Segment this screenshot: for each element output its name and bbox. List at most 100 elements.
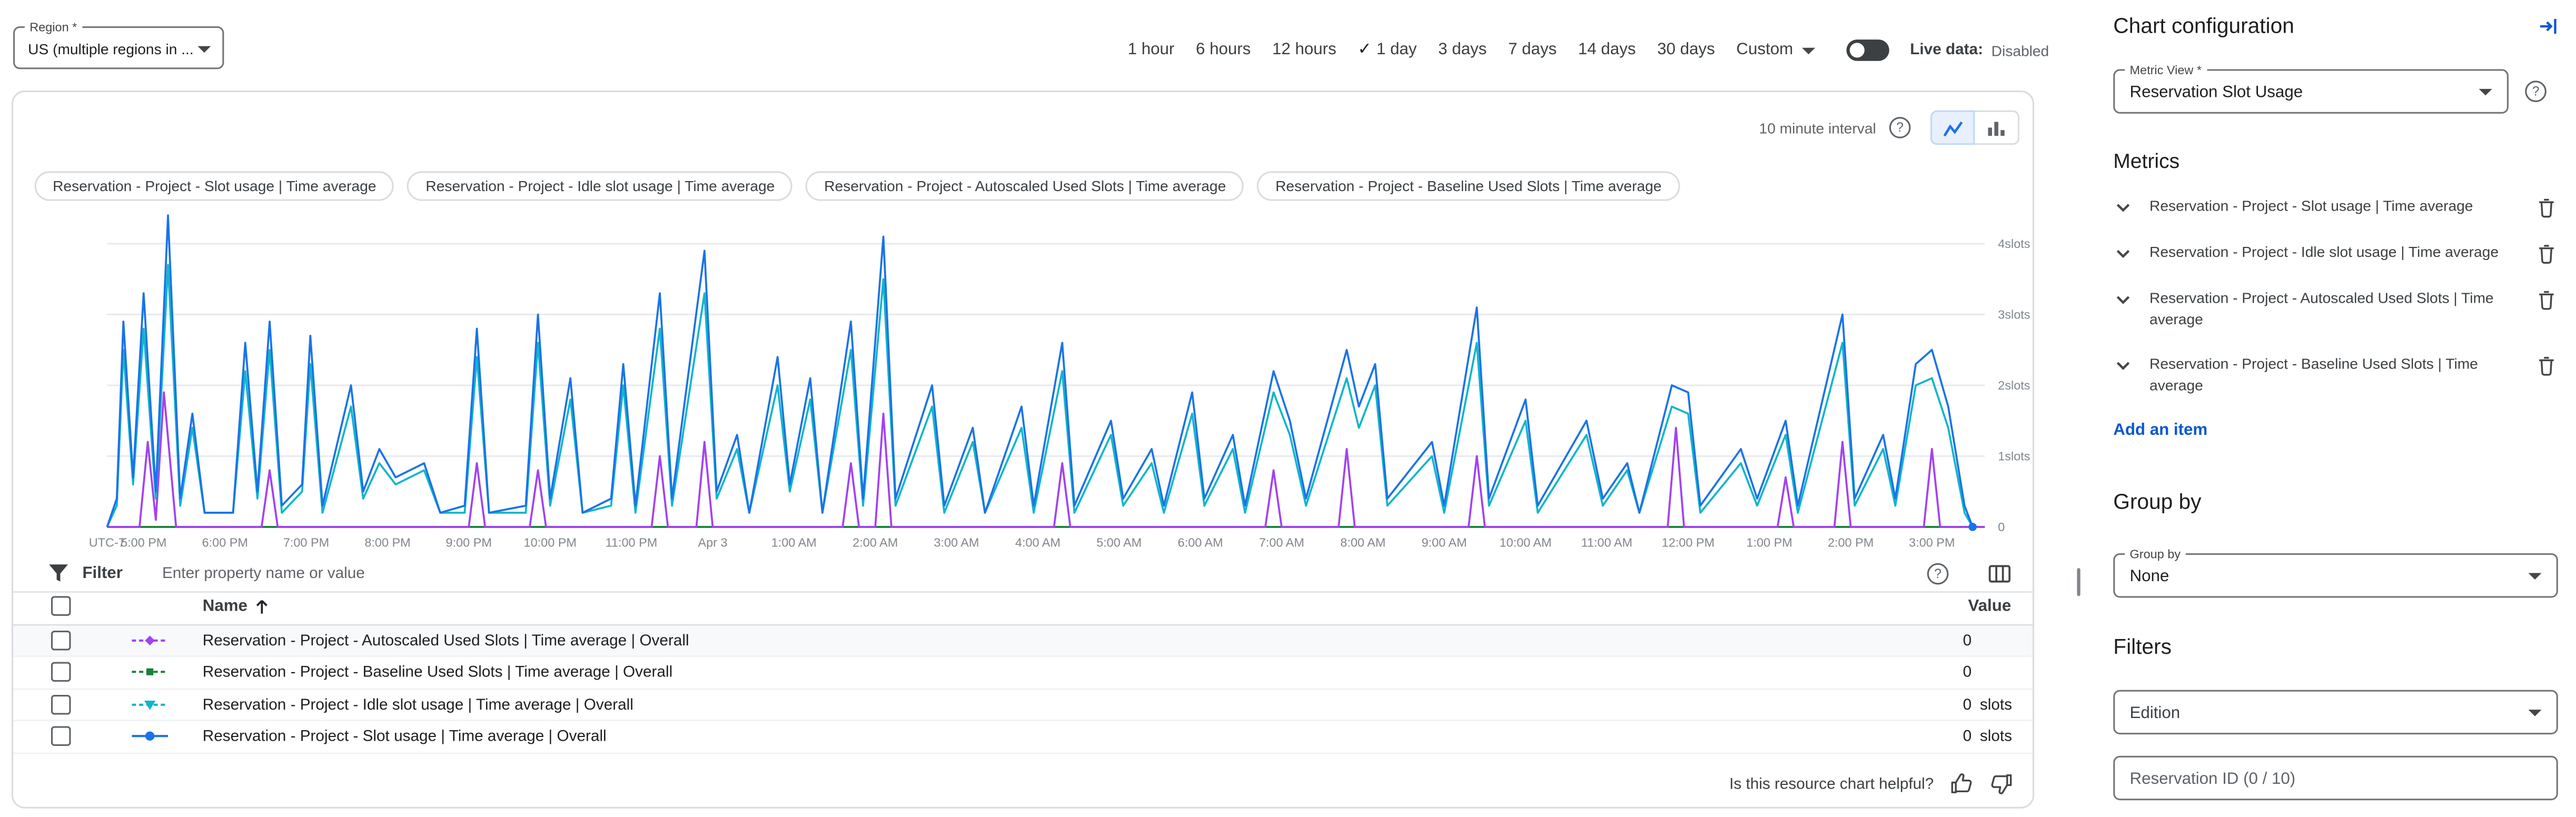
chevron-down-icon [2528, 573, 2542, 580]
series-marker-icon [132, 700, 169, 710]
add-item-link[interactable]: Add an item [2113, 421, 2208, 440]
series-line [107, 391, 1985, 528]
x-tick-label: 9:00 AM [1422, 535, 1467, 549]
table-row[interactable]: Reservation - Project - Baseline Used Sl… [13, 657, 2033, 690]
legend-chip[interactable]: Reservation - Project - Baseline Used Sl… [1257, 171, 1680, 201]
reservation-id-label: Reservation ID (0 / 10) [2129, 770, 2296, 789]
x-tick-label: 7:00 PM [283, 535, 329, 549]
group-by-heading: Group by [2113, 489, 2202, 514]
time-range-6-hours[interactable]: 6 hours [1195, 41, 1251, 59]
legend-chip[interactable]: Reservation - Project - Autoscaled Used … [806, 171, 1244, 201]
select-all-checkbox[interactable] [51, 596, 71, 616]
series-marker-icon [132, 731, 169, 741]
custom-label: Custom [1736, 41, 1794, 59]
line-chart-button[interactable] [1930, 110, 1975, 145]
row-name: Reservation - Project - Slot usage | Tim… [202, 728, 607, 746]
column-header-name[interactable]: Name [203, 597, 271, 616]
thumbs-up-button[interactable] [1950, 772, 1974, 795]
chevron-down-icon[interactable] [2113, 244, 2133, 264]
check-icon: ✓ [1358, 41, 1372, 59]
y-tick-label: 2slots [1998, 378, 2030, 392]
chevron-down-icon[interactable] [2113, 290, 2133, 310]
delete-icon[interactable] [2535, 288, 2558, 311]
live-data-toggle[interactable] [1846, 39, 1889, 61]
value-cell: 0 [1963, 631, 1972, 650]
group-by-value: None [2129, 568, 2169, 586]
time-range-30-days[interactable]: 30 days [1657, 41, 1715, 59]
filter-icon [49, 564, 68, 582]
group-by-select[interactable]: Group by None [2113, 546, 2558, 598]
custom-range-button[interactable]: Custom [1736, 41, 1815, 59]
x-tick-label: 3:00 PM [1909, 535, 1955, 549]
series-line [106, 214, 1974, 527]
row-checkbox[interactable] [51, 630, 71, 650]
x-tick-label: 8:00 AM [1340, 535, 1385, 549]
timeseries-chart[interactable]: 4slots 3slots 2slots 1slots 0 UTC-75:00 PM 6:0… [89, 209, 2067, 558]
metric-item: Reservation - Project - Idle slot usage … [2113, 231, 2558, 277]
column-settings-icon[interactable] [1988, 562, 2011, 584]
help-icon[interactable]: ? [1927, 562, 1949, 584]
metrics-heading: Metrics [2113, 150, 2180, 173]
legend-chip[interactable]: Reservation - Project - Slot usage | Tim… [34, 171, 394, 201]
x-tick-label: 4:00 AM [1015, 535, 1061, 549]
help-icon[interactable]: ? [1889, 117, 1911, 138]
sort-ascending-icon [256, 600, 268, 614]
x-tick-label: 6:00 AM [1178, 535, 1223, 549]
delete-icon[interactable] [2535, 354, 2558, 377]
metric-label: Reservation - Project - Slot usage | Tim… [2149, 197, 2473, 214]
chevron-down-icon[interactable] [2113, 197, 2133, 217]
x-tick-label: 6:00 PM [202, 535, 248, 549]
thumbs-down-button[interactable] [1990, 772, 2013, 795]
x-tick-label: 3:00 AM [934, 535, 979, 549]
table-row[interactable]: Reservation - Project - Slot usage | Tim… [13, 721, 2033, 754]
x-tick-label: 9:00 PM [446, 535, 492, 549]
collapse-panel-icon[interactable] [2538, 16, 2558, 36]
table-row[interactable]: Reservation - Project - Autoscaled Used … [13, 625, 2033, 657]
x-tick-label: 1:00 PM [1746, 535, 1792, 549]
row-checkbox[interactable] [51, 662, 71, 682]
time-range-1-hour[interactable]: 1 hour [1127, 41, 1175, 59]
row-checkbox[interactable] [51, 694, 71, 714]
region-select[interactable]: Region * US (multiple regions in ... [13, 19, 224, 69]
metric-label: Reservation - Project - Idle slot usage … [2149, 243, 2499, 261]
series-marker-icon [132, 668, 169, 675]
time-range-1-day[interactable]: ✓ 1 day [1358, 41, 1417, 59]
time-range-12-hours[interactable]: 12 hours [1272, 41, 1336, 59]
chevron-down-icon[interactable] [2113, 356, 2133, 376]
y-tick-label: 4slots [1998, 237, 2030, 251]
edition-select[interactable]: Edition [2113, 690, 2558, 735]
series-end-dot [1968, 523, 1977, 531]
filters-heading: Filters [2113, 634, 2172, 659]
reservation-id-field[interactable]: Reservation ID (0 / 10) [2113, 755, 2558, 801]
help-icon[interactable]: ? [2525, 81, 2547, 102]
filter-label: Filter [82, 564, 123, 582]
filter-bar: Filter ? [13, 555, 2033, 593]
region-value: US (multiple regions in ... [28, 41, 194, 58]
time-range-14-days[interactable]: 14 days [1578, 41, 1636, 59]
x-tick-label: 11:00 AM [1581, 535, 1632, 549]
feedback-question: Is this resource chart helpful? [1729, 774, 1934, 793]
series-line [106, 264, 1974, 527]
delete-icon[interactable] [2535, 196, 2558, 219]
bar-chart-button[interactable] [1975, 110, 2019, 145]
toggle-knob [1849, 43, 1864, 58]
panel-resize-handle[interactable] [2077, 568, 2080, 596]
x-tick-label: Apr 3 [698, 535, 727, 549]
time-range-3-days[interactable]: 3 days [1438, 41, 1487, 59]
legend-chip[interactable]: Reservation - Project - Idle slot usage … [407, 171, 793, 201]
chart-controls: 10 minute interval ? [1759, 110, 2019, 145]
table-header: Name Value [13, 591, 2033, 626]
delete-icon[interactable] [2535, 242, 2558, 265]
value-cell: 0 [1963, 663, 1972, 682]
chart-card: 10 minute interval ? Reservation - Proje… [11, 91, 2035, 809]
x-tick-label: 2:00 PM [1828, 535, 1874, 549]
time-range-7-days[interactable]: 7 days [1508, 41, 1557, 59]
metric-view-select[interactable]: Metric View * Reservation Slot Usage [2113, 62, 2509, 114]
row-name: Reservation - Project - Idle slot usage … [202, 695, 633, 714]
x-tick-label: 10:00 AM [1500, 535, 1552, 549]
row-checkbox[interactable] [51, 726, 71, 746]
filter-input[interactable] [158, 562, 857, 584]
metric-item: Reservation - Project - Autoscaled Used … [2113, 277, 2558, 343]
table-row[interactable]: Reservation - Project - Idle slot usage … [13, 689, 2033, 722]
value-cell: 0 slots [1963, 728, 2012, 746]
